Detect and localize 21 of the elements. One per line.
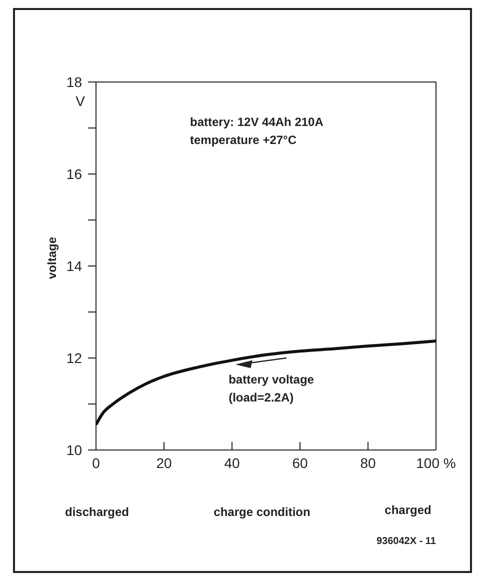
line-series [96, 339, 436, 426]
x-axis-title: charge condition [214, 505, 310, 519]
y-tick-label: 10 [66, 442, 82, 458]
x-tick-label: 0 [92, 455, 100, 471]
text: V [76, 93, 86, 109]
text: 936042X - 11 [376, 536, 436, 547]
y-tick-label: 12 [66, 350, 82, 366]
annotation: temperature +27°C [190, 133, 297, 147]
x-tick-label: 20 [156, 455, 172, 471]
series-label: battery voltage (load=2.2A) [228, 372, 314, 404]
y-axis-title: voltage [45, 236, 59, 280]
y-tick-label: 16 [66, 166, 82, 182]
text: discharged [64, 505, 130, 519]
x-tick-label: 80 [360, 455, 376, 471]
x-tick-label: 60 [292, 455, 308, 471]
annotation: battery: 12V 44Ah 210A [190, 115, 324, 129]
y-tick-label: 18 [66, 74, 82, 90]
y-tick-label: 14 [66, 258, 82, 274]
text: charged [384, 503, 432, 517]
x-tick-label: 40 [224, 455, 240, 471]
x-tick-label: 100 % [416, 455, 456, 471]
